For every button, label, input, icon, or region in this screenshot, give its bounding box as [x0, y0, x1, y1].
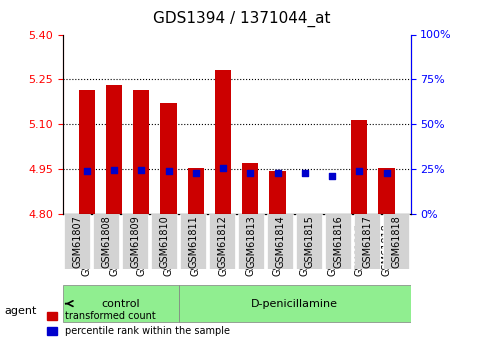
Bar — [187, 168, 204, 214]
Text: control: control — [101, 299, 140, 308]
Point — [192, 170, 199, 176]
Text: GSM61808: GSM61808 — [101, 215, 111, 268]
FancyBboxPatch shape — [325, 214, 351, 269]
Text: D-penicillamine: D-penicillamine — [251, 299, 338, 308]
FancyBboxPatch shape — [122, 214, 148, 269]
FancyBboxPatch shape — [383, 214, 409, 269]
Text: GSM61811: GSM61811 — [188, 215, 198, 268]
Point — [138, 167, 145, 172]
Bar — [160, 103, 177, 214]
Bar — [351, 120, 368, 214]
Point — [219, 166, 227, 171]
FancyBboxPatch shape — [63, 285, 179, 322]
FancyBboxPatch shape — [209, 214, 235, 269]
Bar — [106, 85, 122, 214]
FancyBboxPatch shape — [296, 214, 322, 269]
Point — [355, 168, 363, 173]
Text: GSM61807: GSM61807 — [72, 215, 82, 268]
Point — [328, 173, 336, 178]
Text: GSM61810: GSM61810 — [159, 215, 169, 268]
Bar — [378, 168, 395, 214]
Bar — [242, 163, 258, 214]
Point — [301, 170, 309, 176]
Text: GSM61813: GSM61813 — [246, 215, 256, 268]
Text: GSM61815: GSM61815 — [304, 215, 314, 268]
FancyBboxPatch shape — [179, 285, 411, 322]
Bar — [79, 90, 95, 214]
Text: GSM61816: GSM61816 — [333, 215, 343, 268]
Text: agent: agent — [5, 306, 37, 315]
Text: GDS1394 / 1371044_at: GDS1394 / 1371044_at — [153, 10, 330, 27]
Bar — [133, 90, 149, 214]
Point — [165, 168, 172, 174]
FancyBboxPatch shape — [267, 214, 293, 269]
Point — [383, 170, 390, 176]
Bar — [215, 70, 231, 214]
Text: GSM61818: GSM61818 — [391, 215, 401, 268]
Point — [83, 168, 91, 173]
Text: GSM61809: GSM61809 — [130, 215, 140, 268]
FancyBboxPatch shape — [180, 214, 206, 269]
Point — [274, 170, 282, 176]
Text: GSM61812: GSM61812 — [217, 215, 227, 268]
Bar — [297, 214, 313, 345]
Bar — [270, 170, 286, 214]
FancyBboxPatch shape — [151, 214, 177, 269]
Text: GSM61817: GSM61817 — [362, 215, 372, 268]
Legend: transformed count, percentile rank within the sample: transformed count, percentile rank withi… — [43, 307, 234, 340]
Text: GSM61814: GSM61814 — [275, 215, 285, 268]
Point — [246, 170, 254, 175]
FancyBboxPatch shape — [64, 214, 90, 269]
FancyBboxPatch shape — [238, 214, 264, 269]
Point — [110, 167, 118, 172]
FancyBboxPatch shape — [354, 214, 380, 269]
FancyBboxPatch shape — [93, 214, 119, 269]
